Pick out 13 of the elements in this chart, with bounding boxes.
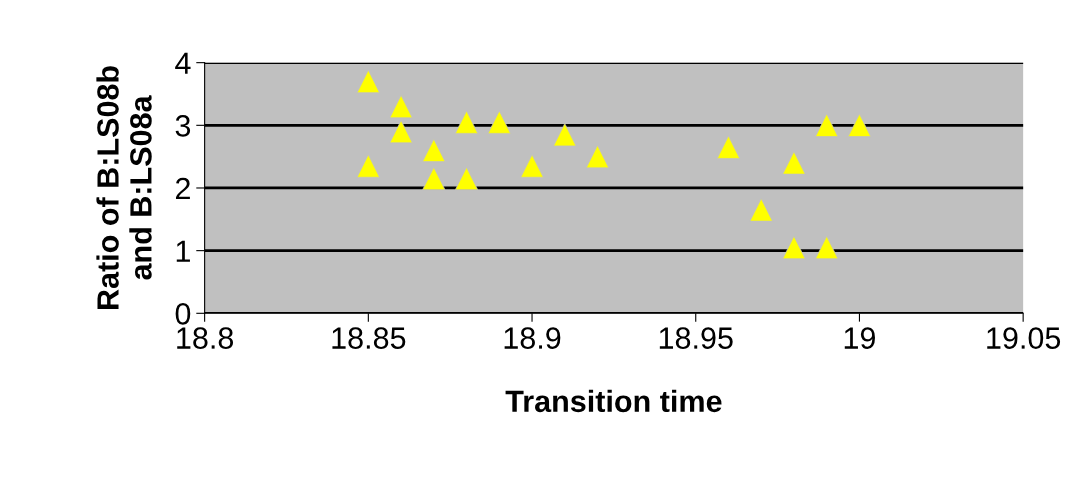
x-tick-label: 18.95 (659, 327, 733, 349)
x-tick-label: 18.8 (177, 327, 234, 349)
y-tick-label: 0 (175, 303, 191, 325)
y-tick-label: 1 (176, 240, 190, 262)
x-tick-label: 18.9 (504, 327, 561, 349)
y-tick-label: 3 (175, 115, 191, 137)
y-tick-label: 4 (175, 52, 191, 74)
y-axis-title: Ratio of B:LS08b and B:LS08a (96, 66, 152, 309)
x-tick-label: 19.05 (987, 327, 1061, 349)
x-tick-label: 19 (844, 327, 875, 349)
y-tick-label: 2 (175, 177, 190, 200)
x-axis-title: Transition time (505, 389, 722, 413)
x-tick-label: 18.85 (332, 327, 406, 349)
